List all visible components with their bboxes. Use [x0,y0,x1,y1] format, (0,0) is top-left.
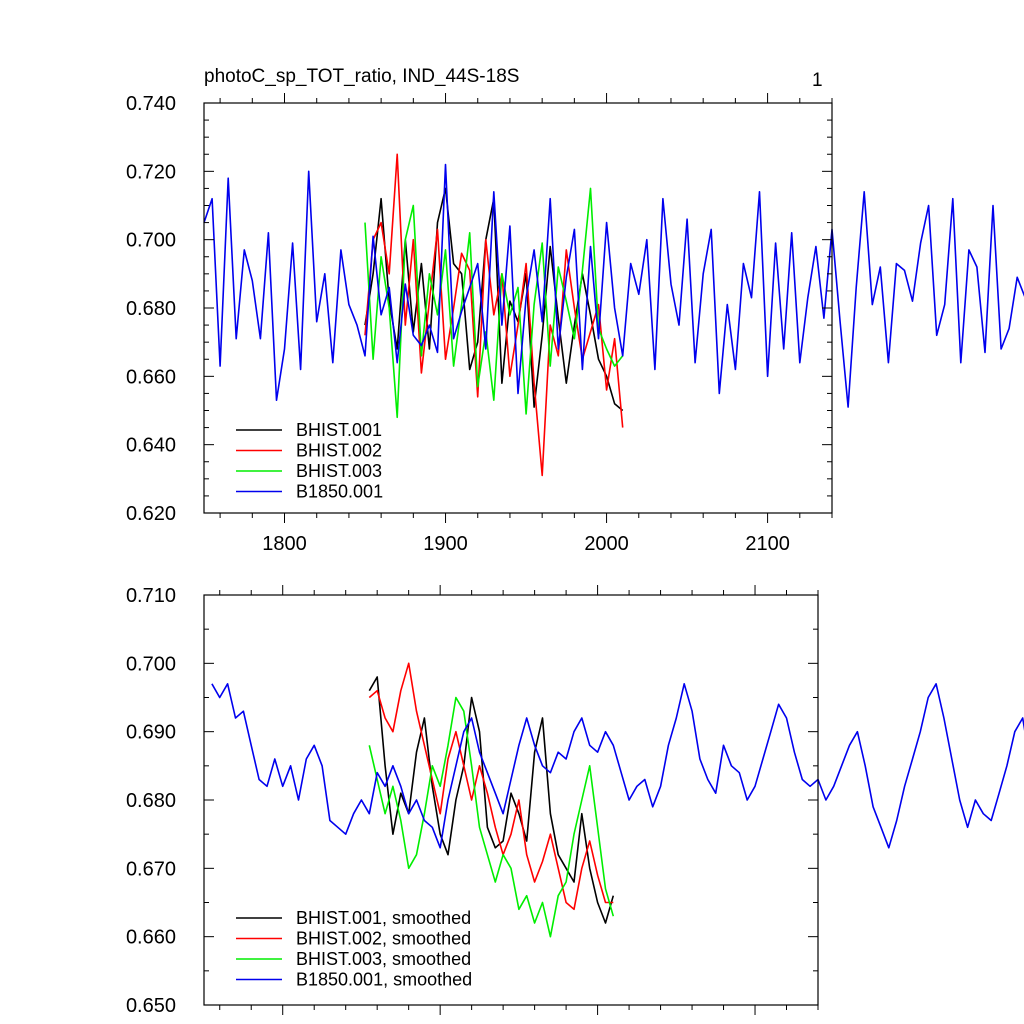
y-tick-label: 0.700 [126,230,176,252]
y-tick-label: 0.680 [126,790,176,812]
series-line-3 [364,187,624,419]
series-line-3 [368,696,615,938]
x-tick-label: 1900 [423,533,468,555]
x-tick-label: 1800 [262,533,307,555]
top-panel: photoC_sp_TOT_ratio, IND_44S-18S 1 1800 1… [126,66,1024,555]
series-line-4 [203,163,1024,408]
legend-label: BHIST.003, smoothed [296,949,471,969]
y-tick-label: 0.740 [126,93,176,115]
y-tick-label: 0.620 [126,503,176,525]
y-tick-label: 0.710 [126,585,176,607]
y-tick-label: 0.660 [126,927,176,949]
y-tick-label: 0.720 [126,161,176,183]
y-tick-label: 0.660 [126,366,176,388]
series-line-2 [368,662,614,911]
x-tick-label: 2100 [745,533,790,555]
legend-label: BHIST.003 [296,461,382,481]
legend-label: B1850.001, smoothed [296,970,472,990]
panel-label: 1 [812,70,823,91]
chart-title: photoC_sp_TOT_ratio, IND_44S-18S [204,66,519,87]
y-tick-label: 0.700 [126,653,176,675]
y-tick-label: 0.670 [126,858,176,880]
series-layer [203,153,1024,477]
series-line-4 [211,682,1024,849]
legend-label: BHIST.002 [296,441,382,461]
ticks-layer: 0.650 0.660 0.670 0.680 0.690 0.700 0.710 [126,585,819,1017]
series-line-1 [368,676,615,924]
legend-label: BHIST.001 [296,420,382,440]
legend-label: BHIST.001, smoothed [296,908,471,928]
legend-label: BHIST.002, smoothed [296,929,471,949]
y-tick-label: 0.680 [126,298,176,320]
y-tick-label: 0.690 [126,722,176,744]
x-tick-label: 2000 [584,533,629,555]
y-tick-label: 0.640 [126,435,176,457]
bottom-panel: 0.650 0.660 0.670 0.680 0.690 0.700 0.710 BHIS… [126,585,1024,1017]
ticks-layer: 1800 1900 2000 2100 0.620 0.640 0.660 0.680 0.70… [126,93,833,555]
legend-label: B1850.001 [296,482,383,502]
series-layer [211,662,1024,938]
y-tick-label: 0.650 [126,995,176,1017]
